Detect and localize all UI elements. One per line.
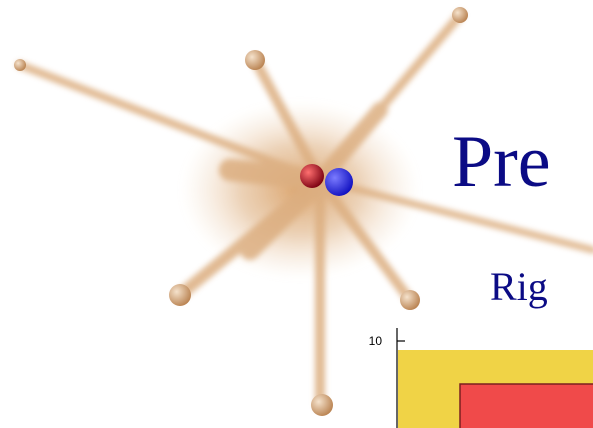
plot-fragment: 10 [369, 328, 593, 428]
slide: Pre Rig 10 [0, 0, 593, 428]
slide-title: Pre [452, 121, 551, 203]
slide-subtitle: Rig [490, 264, 548, 309]
plot-region-red [460, 384, 593, 428]
page: Pre Rig 10 (() => { const data = JSON.pa… [0, 0, 593, 428]
plot-tick-label: 10 [369, 334, 383, 348]
